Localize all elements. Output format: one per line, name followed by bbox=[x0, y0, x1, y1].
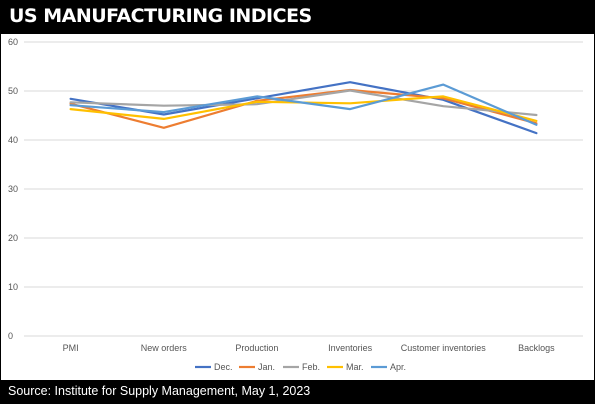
x-tick-label: Customer inventories bbox=[401, 343, 487, 353]
y-tick-label: 0 bbox=[8, 331, 13, 341]
x-tick-label: PMI bbox=[63, 343, 79, 353]
line-chart: 0 10 20 30 40 50 60 PMI New orders Production Inv… bbox=[8, 37, 583, 372]
y-tick-label: 40 bbox=[8, 135, 18, 145]
series-lines bbox=[69, 81, 538, 135]
chart-title: US MANUFACTURING INDICES bbox=[9, 5, 312, 27]
x-axis-ticks: PMI New orders Production Inventories Custom… bbox=[63, 343, 556, 353]
x-tick-label: Production bbox=[235, 343, 278, 353]
legend: Dec. Jan. Feb. Mar. Apr. bbox=[195, 362, 406, 372]
series-line-apr bbox=[69, 83, 538, 126]
x-tick-label: New orders bbox=[141, 343, 188, 353]
source-bar: Source: Institute for Supply Management,… bbox=[1, 380, 594, 403]
legend-label: Jan. bbox=[258, 362, 275, 372]
legend-label: Mar. bbox=[346, 362, 364, 372]
legend-label: Dec. bbox=[214, 362, 233, 372]
y-tick-label: 60 bbox=[8, 37, 18, 47]
gridlines bbox=[24, 41, 583, 337]
y-tick-label: 10 bbox=[8, 282, 18, 292]
title-bar: US MANUFACTURING INDICES bbox=[1, 1, 594, 34]
legend-label: Apr. bbox=[390, 362, 406, 372]
y-tick-label: 20 bbox=[8, 233, 18, 243]
source-note: Source: Institute for Supply Management,… bbox=[8, 384, 311, 398]
x-tick-label: Backlogs bbox=[518, 343, 555, 353]
y-tick-label: 30 bbox=[8, 184, 18, 194]
y-axis-ticks: 0 10 20 30 40 50 60 bbox=[8, 37, 18, 341]
x-tick-label: Inventories bbox=[328, 343, 373, 353]
series-line-feb bbox=[69, 89, 538, 117]
series-line-jan bbox=[69, 88, 538, 129]
y-tick-label: 50 bbox=[8, 86, 18, 96]
legend-label: Feb. bbox=[302, 362, 320, 372]
